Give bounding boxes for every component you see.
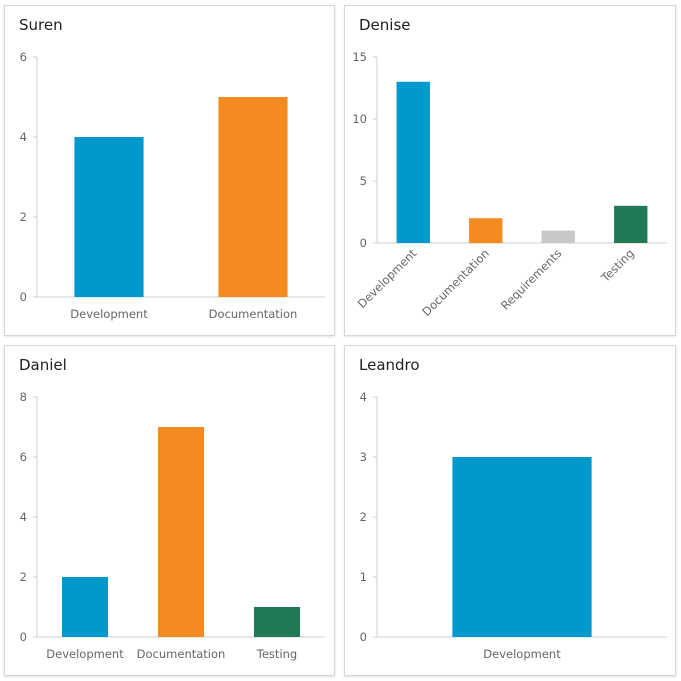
y-tick-label: 15: [352, 50, 367, 64]
bar-chart-leandro: 0 1 2 3 4 Development: [360, 390, 667, 661]
bar[interactable]: [396, 81, 430, 243]
chart-title: Suren: [19, 16, 63, 34]
y-tick-label: 5: [360, 174, 367, 188]
y-tick-label: 0: [20, 290, 27, 304]
chart-title: Denise: [359, 16, 411, 34]
chart-panel-suren: Suren 0 2 4 6 Development Documentation: [4, 5, 335, 336]
y-tick-label: 6: [20, 450, 27, 464]
chart-title: Leandro: [359, 356, 420, 374]
y-tick-label: 0: [20, 630, 27, 644]
bar[interactable]: [541, 230, 575, 243]
y-tick-label: 0: [360, 236, 367, 250]
chart-panel-leandro: Leandro 0 1 2 3 4 Development: [344, 345, 676, 676]
bar[interactable]: [614, 205, 648, 243]
x-tick-label: Documentation: [209, 307, 298, 321]
y-tick-label: 2: [360, 510, 367, 524]
x-tick-label: Testing: [256, 647, 297, 661]
bar[interactable]: [61, 577, 109, 637]
bar-chart-suren: 0 2 4 6 Development Documentation: [20, 50, 325, 321]
bar-chart-daniel: 0 2 4 6 8 Development Documentation Testing: [20, 390, 325, 661]
x-tick-label: Development: [70, 307, 148, 321]
x-tick-label: Development: [483, 647, 561, 661]
x-tick-label: Documentation: [137, 647, 226, 661]
x-tick-label: Testing: [598, 246, 637, 285]
chart-title: Daniel: [19, 356, 67, 374]
chart-panel-daniel: Daniel 0 2 4 6 8 Development Documentation Test…: [4, 345, 335, 676]
y-tick-label: 8: [20, 390, 27, 404]
y-tick-label: 6: [20, 50, 27, 64]
chart-panel-denise: Denise 0 5 10 15 Development Documentation Req…: [344, 5, 676, 336]
y-tick-label: 4: [20, 510, 27, 524]
y-tick-label: 2: [20, 210, 27, 224]
bar[interactable]: [74, 137, 144, 297]
bar-chart-denise: 0 5 10 15 Development Documentation Requiremen…: [352, 50, 667, 319]
x-tick-label: Documentation: [419, 246, 492, 319]
x-tick-label: Development: [355, 246, 420, 311]
y-tick-label: 3: [360, 450, 367, 464]
y-tick-label: 4: [20, 130, 27, 144]
bar[interactable]: [469, 218, 503, 243]
bar[interactable]: [253, 607, 301, 637]
bar[interactable]: [218, 97, 288, 297]
y-tick-label: 2: [20, 570, 27, 584]
y-tick-label: 4: [360, 390, 367, 404]
y-tick-label: 1: [360, 570, 367, 584]
y-tick-label: 10: [352, 112, 367, 126]
x-tick-label: Development: [46, 647, 124, 661]
bar[interactable]: [452, 457, 592, 637]
bar[interactable]: [157, 427, 205, 637]
x-tick-label: Requirements: [498, 246, 564, 312]
y-tick-label: 0: [360, 630, 367, 644]
